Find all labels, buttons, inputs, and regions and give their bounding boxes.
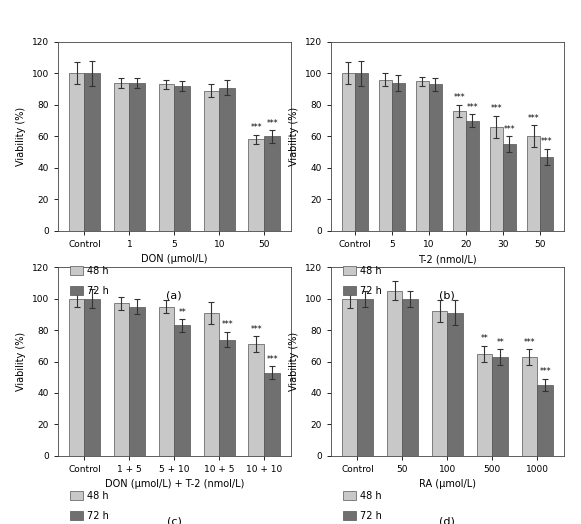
Text: ***: *** [454, 93, 465, 102]
X-axis label: RA (μmol/L): RA (μmol/L) [419, 479, 476, 489]
Text: **: ** [496, 337, 504, 347]
Bar [492, 357, 508, 456]
Bar [490, 127, 503, 231]
Bar [219, 88, 235, 231]
Bar [403, 299, 418, 456]
Text: 48 h: 48 h [87, 266, 109, 276]
Bar [432, 311, 447, 456]
Bar [249, 139, 264, 231]
Bar [355, 73, 368, 231]
Bar [447, 313, 463, 456]
Bar [357, 299, 373, 456]
Y-axis label: Viability (%): Viability (%) [289, 107, 299, 166]
Text: ***: *** [541, 137, 553, 146]
Bar [114, 303, 130, 456]
X-axis label: T-2 (nmol/L): T-2 (nmol/L) [418, 254, 476, 264]
Text: ***: *** [266, 355, 278, 364]
Bar [540, 157, 553, 231]
Bar [522, 357, 537, 456]
Text: 48 h: 48 h [87, 491, 109, 501]
Bar [392, 83, 405, 231]
Text: 72 h: 72 h [87, 286, 109, 296]
Bar [203, 91, 219, 231]
Text: 72 h: 72 h [87, 511, 109, 521]
Text: (a): (a) [167, 291, 182, 301]
Text: ***: *** [250, 325, 262, 334]
Text: ***: *** [250, 123, 262, 132]
Text: 48 h: 48 h [360, 491, 382, 501]
Text: **: ** [480, 334, 488, 344]
X-axis label: DON (μmol/L) + T-2 (nmol/L): DON (μmol/L) + T-2 (nmol/L) [105, 479, 244, 489]
Bar [429, 84, 442, 231]
Bar [84, 73, 100, 231]
Bar [342, 73, 355, 231]
Bar [379, 80, 392, 231]
Bar [416, 81, 429, 231]
Bar [130, 307, 145, 456]
Bar [114, 83, 130, 231]
Bar [174, 86, 190, 231]
Bar [264, 136, 280, 231]
Text: ***: *** [523, 337, 535, 347]
Text: ***: *** [266, 118, 278, 127]
Bar [130, 83, 145, 231]
Y-axis label: Viability (%): Viability (%) [16, 107, 26, 166]
Bar [219, 340, 235, 456]
Text: ***: *** [467, 103, 478, 112]
Bar [466, 121, 479, 231]
Text: ***: *** [504, 125, 515, 134]
Bar [503, 144, 516, 231]
Bar [249, 344, 264, 456]
Text: (d): (d) [439, 516, 456, 524]
Bar [84, 299, 100, 456]
Text: ***: *** [491, 104, 503, 114]
Bar [387, 291, 403, 456]
Text: 72 h: 72 h [360, 511, 382, 521]
Bar [174, 325, 190, 456]
Text: ***: *** [221, 320, 233, 330]
Bar [203, 313, 219, 456]
Bar [69, 299, 84, 456]
Bar [159, 307, 174, 456]
Text: **: ** [178, 308, 186, 316]
Bar [342, 299, 357, 456]
Bar [264, 373, 280, 456]
Text: 48 h: 48 h [360, 266, 382, 276]
Text: (b): (b) [439, 291, 456, 301]
Text: ***: *** [539, 367, 551, 376]
X-axis label: DON (μmol/L): DON (μmol/L) [141, 254, 207, 264]
Bar [69, 73, 84, 231]
Text: 72 h: 72 h [360, 286, 382, 296]
Bar [476, 354, 492, 456]
Y-axis label: Viability (%): Viability (%) [289, 332, 299, 391]
Bar [159, 84, 174, 231]
Bar [453, 111, 466, 231]
Text: (c): (c) [167, 516, 182, 524]
Bar [527, 136, 540, 231]
Y-axis label: Viability (%): Viability (%) [16, 332, 26, 391]
Text: ***: *** [528, 114, 539, 123]
Bar [537, 385, 553, 456]
